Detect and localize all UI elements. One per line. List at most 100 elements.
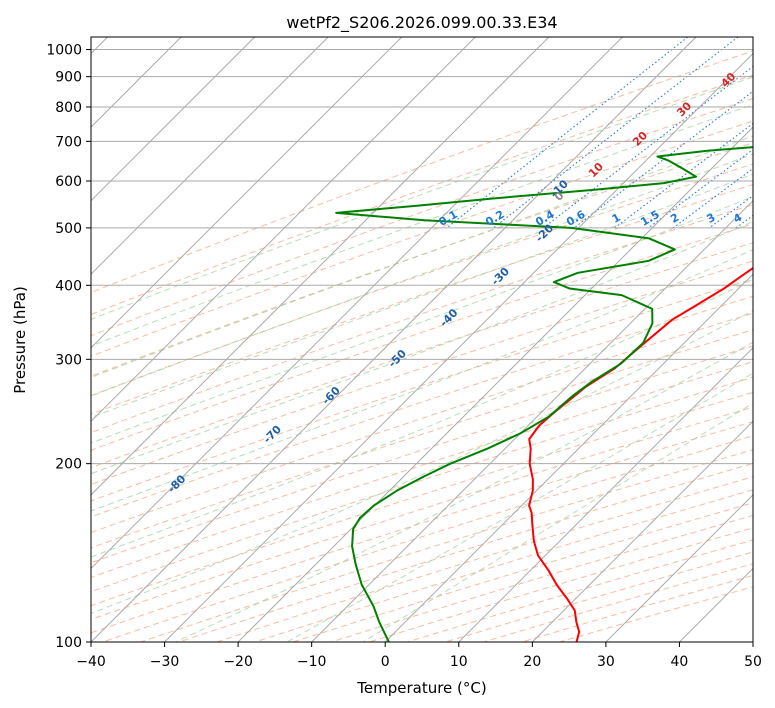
y-tick-label: 900 bbox=[55, 70, 82, 86]
dry-adiabat-label: 40 bbox=[718, 70, 738, 90]
isotherm-line bbox=[91, 37, 329, 275]
mixing-ratio-label: 1.5 bbox=[638, 208, 661, 229]
x-tick-label: −10 bbox=[297, 654, 327, 670]
dry-adiabat bbox=[91, 203, 753, 434]
mixing-ratio-line bbox=[735, 214, 753, 229]
moist-adiabat bbox=[91, 196, 753, 444]
y-tick-label: 300 bbox=[55, 352, 82, 368]
mixing-ratio-line bbox=[672, 167, 753, 229]
dry-adiabat-label: 30 bbox=[674, 99, 694, 119]
dry-adiabat-label: -70 bbox=[261, 422, 284, 445]
plot-frame bbox=[90, 36, 754, 643]
y-axis-label: Pressure (hPa) bbox=[11, 286, 29, 394]
dry-adiabat bbox=[91, 163, 753, 397]
dry-adiabat bbox=[91, 223, 753, 451]
dry-adiabat-label: -60 bbox=[320, 384, 343, 407]
dry-adiabat bbox=[178, 462, 753, 642]
isotherm-line bbox=[311, 199, 753, 642]
sounding-series bbox=[335, 146, 753, 642]
dry-adiabat bbox=[292, 502, 753, 642]
mixing-ratio-label: 0.1 bbox=[436, 208, 459, 229]
mixing-ratio-label: 2 bbox=[668, 211, 681, 226]
mixing-ratio-line bbox=[543, 65, 753, 229]
dry-adiabat bbox=[91, 345, 753, 564]
mixing-ratio-label: 4 bbox=[731, 211, 744, 226]
mixing-ratio-label: 0.4 bbox=[533, 208, 557, 229]
x-tick-label: 0 bbox=[381, 654, 390, 670]
dry-adiabat bbox=[91, 361, 753, 578]
moist-adiabat bbox=[91, 173, 753, 419]
y-tick-label: 1000 bbox=[46, 43, 82, 59]
dry-adiabat bbox=[91, 406, 753, 620]
dry-adiabat-label: 20 bbox=[630, 129, 650, 149]
y-tick-label: 700 bbox=[55, 134, 82, 150]
y-tick-label: 800 bbox=[55, 100, 82, 116]
y-tick-label: 600 bbox=[55, 174, 82, 190]
isotherm-line bbox=[91, 37, 623, 570]
mixing-ratio-label: 0.2 bbox=[483, 208, 506, 229]
isotherm-line bbox=[91, 37, 256, 202]
dry-adiabat-label: -50 bbox=[386, 347, 409, 370]
dry-adiabat bbox=[91, 120, 753, 357]
dry-adiabat bbox=[91, 295, 753, 518]
dry-adiabat bbox=[91, 391, 753, 607]
mixing-ratio-label: 6 bbox=[770, 211, 775, 226]
dry-adiabat bbox=[91, 50, 753, 294]
y-axis-ticks: 1000 900 800 700 600 500 400 300 200 100 bbox=[46, 43, 91, 651]
moist-adiabat bbox=[91, 248, 753, 512]
dewpoint-line bbox=[335, 146, 753, 642]
isotherm-line bbox=[679, 567, 753, 642]
dry-adiabat bbox=[91, 312, 753, 534]
dry-adiabat bbox=[91, 242, 753, 469]
moist-adiabat bbox=[91, 153, 753, 397]
dry-adiabat bbox=[91, 260, 753, 486]
grid-lines bbox=[91, 37, 753, 642]
dry-adiabat bbox=[91, 184, 753, 415]
moist-adiabat bbox=[91, 310, 753, 614]
moist-adiabat bbox=[91, 104, 753, 347]
isotherm-line bbox=[531, 420, 753, 642]
dry-adiabat bbox=[91, 74, 753, 316]
x-tick-label: 10 bbox=[450, 654, 468, 670]
mixing-ratio-label: 0.6 bbox=[564, 208, 588, 229]
x-tick-label: 30 bbox=[597, 654, 615, 670]
isotherm-line bbox=[164, 52, 753, 642]
y-tick-label: 200 bbox=[55, 457, 82, 473]
isotherm-line bbox=[91, 37, 403, 349]
moist-adiabat bbox=[91, 278, 753, 558]
y-tick-label: 100 bbox=[55, 635, 82, 651]
dry-adiabat bbox=[445, 551, 753, 642]
x-tick-label: 50 bbox=[744, 654, 762, 670]
dry-adiabat-label: -80 bbox=[165, 472, 188, 495]
temperature-line bbox=[528, 266, 753, 642]
isotherm-line bbox=[91, 37, 476, 423]
isotherm-line bbox=[605, 494, 753, 642]
dry-adiabat bbox=[91, 278, 753, 502]
dry-adiabat bbox=[102, 435, 753, 642]
moist-adiabat bbox=[91, 135, 753, 378]
x-tick-label: −40 bbox=[76, 654, 106, 670]
moist-adiabat bbox=[91, 76, 753, 320]
x-axis-ticks: −40 −30 −20 −10 0 10 20 30 40 50 bbox=[76, 642, 762, 670]
dry-adiabat bbox=[91, 376, 753, 593]
dry-adiabat bbox=[330, 514, 753, 642]
dry-adiabat bbox=[559, 586, 753, 642]
x-tick-label: 20 bbox=[523, 654, 541, 670]
isotherm-line bbox=[384, 273, 753, 642]
isotherm-line bbox=[458, 347, 753, 642]
dry-adiabat bbox=[91, 97, 753, 337]
moist-adiabat bbox=[91, 221, 753, 475]
isotherm-line bbox=[91, 37, 550, 496]
chart-title: wetPf2_S206.2026.099.00.33.E34 bbox=[286, 13, 557, 33]
moist-adiabat bbox=[175, 341, 753, 642]
y-tick-label: 400 bbox=[55, 278, 82, 294]
background-lines bbox=[91, 37, 753, 642]
mixing-ratio-line bbox=[573, 90, 753, 229]
dry-adiabat bbox=[91, 142, 753, 377]
y-tick-label: 500 bbox=[55, 221, 82, 237]
dry-adiabat-label: -90 bbox=[62, 515, 85, 538]
isotherm-line bbox=[91, 37, 697, 642]
isotherm-line bbox=[752, 641, 753, 642]
dry-adiabat bbox=[407, 539, 753, 642]
